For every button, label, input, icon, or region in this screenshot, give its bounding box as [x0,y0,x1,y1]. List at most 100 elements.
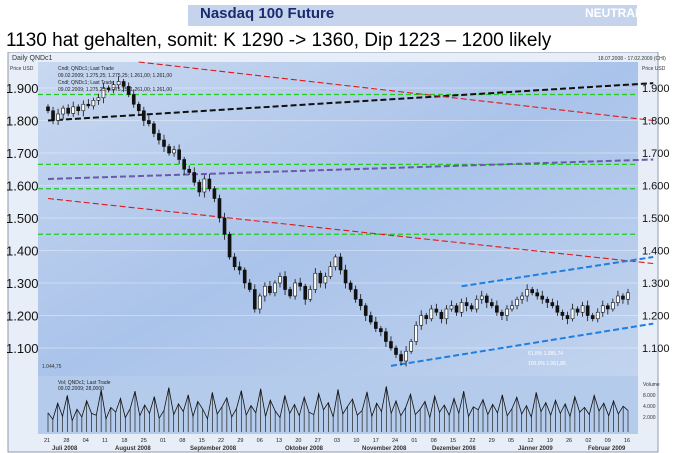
candle-body [71,106,76,114]
candle-body [76,106,81,112]
trend-lines [47,61,654,367]
candle-body [56,113,60,121]
candle-body [474,298,479,310]
month-label: September 2008 [190,446,237,452]
candle-body [449,305,454,310]
candle-body [358,298,363,307]
candle-body [495,305,499,313]
y-tick-right: 1.400 [642,246,670,258]
candle-body [434,308,439,313]
candle-body [106,87,111,90]
volume-line [47,386,629,422]
legend-line-1: Cndl; QNDc1; Last Trade [58,66,114,72]
candle-body [535,292,540,297]
candle-body [338,256,343,271]
price-axis: 1.100 1.100 1.200 1.200 1.300 1.300 1.400 1.400… [6,81,670,356]
trend-line-5 [390,322,654,367]
candle-body [580,305,585,313]
analysis-headline: 1130 hat gehalten, somit: K 1290 -> 1360… [6,30,552,51]
month-label: Jänner 2009 [518,446,553,452]
candle-body [217,198,222,219]
y-tick-left: 1.100 [6,341,39,356]
candle-body [202,178,207,193]
month-label: Oktober 2008 [285,446,324,452]
x-tick-label: 18 [121,438,127,444]
candle-body [490,302,494,307]
candle-body [131,94,136,105]
chart-heading: Nasdaq 100 Future [200,5,335,22]
low-marker: 1.044,75 [42,364,62,370]
candle-body [621,295,625,300]
candle-body [500,311,504,316]
x-tick-label: 22 [218,438,224,444]
candle-body [545,298,550,303]
x-tick-label: 15 [450,438,456,444]
candle-body [298,282,302,287]
volume-tick-2: 4.000 [643,404,656,410]
candle-body [242,269,247,284]
candle-body [278,276,282,284]
price-axis-label-right: Price USD [642,66,666,72]
candle-body [459,302,464,313]
volume-bars [47,386,629,432]
candle-body [454,305,459,313]
candle-body [540,295,545,300]
volume-axis-label: Volume [643,382,660,388]
candle-body [308,289,313,300]
candle-body [560,311,565,316]
candle-body [121,81,126,87]
candle-body [374,321,378,329]
candle-body [273,282,277,294]
y-tick-right: 1.600 [642,181,670,193]
chart-panel: 1.100 1.100 1.200 1.200 1.300 1.300 1.400 1.400… [6,52,670,453]
volume-tick-1: 8.000 [643,393,656,399]
support-resistance-lines [38,93,638,235]
candle-body [111,84,116,90]
candle-body [424,315,429,320]
trend-line-2 [138,61,654,122]
y-tick-right: 1.200 [642,311,670,323]
price-axis-label-left: Price USD [10,66,34,72]
candle-body [207,178,212,190]
candle-body [595,311,600,320]
x-tick-label: 04 [83,438,89,444]
month-label: August 2008 [115,446,151,452]
price-plot-area [38,62,638,384]
candle-body [464,302,469,307]
x-tick-label: 15 [199,438,205,444]
candle-body [469,305,474,310]
trend-line-1 [47,158,654,180]
status-label: NEUTRAL [585,6,643,20]
candle-body [313,272,318,290]
candle-body [484,295,489,303]
trend-line-4 [461,256,654,288]
candle-body [363,305,368,316]
candle-body [51,110,55,121]
candle-body [555,305,560,313]
candle-body [394,347,398,355]
x-tick-label: 20 [295,438,301,444]
volume-tick-3: 2.000 [643,415,656,421]
candle-body [520,295,524,300]
candle-body [237,266,242,271]
x-tick-label: 21 [44,438,50,444]
x-tick-label: 29 [237,438,243,444]
x-tick-label: 19 [547,438,553,444]
candle-body [192,172,197,183]
candle-body [126,86,131,95]
y-tick-left: 1.300 [6,276,39,291]
candle-body [606,305,610,310]
candle-body [247,282,252,290]
candle-body [61,107,65,115]
candle-body [86,103,91,107]
candle-body [157,133,161,141]
candle-body [222,217,227,235]
candle-body [232,256,237,268]
title-bar [188,5,637,26]
month-label: November 2008 [362,446,407,452]
candle-body [323,276,328,284]
volume-label: Vol; QNDc1; Last Trade [58,380,111,386]
candles [46,76,630,367]
x-tick-label: 24 [392,438,398,444]
x-tick-label: 29 [489,438,495,444]
